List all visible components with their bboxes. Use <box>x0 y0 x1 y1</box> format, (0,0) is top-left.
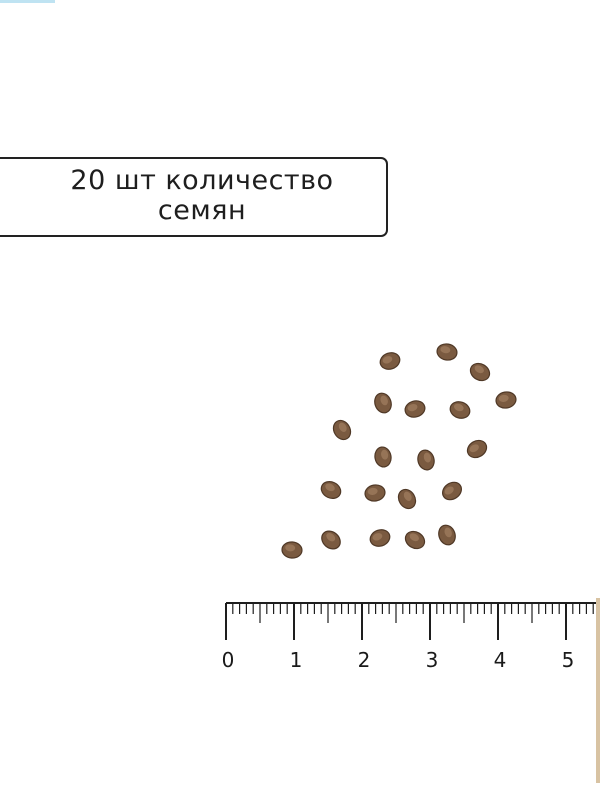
seed <box>374 446 392 468</box>
seed <box>379 352 401 370</box>
seed <box>404 530 426 550</box>
ruler: 0 1 2 3 4 5 <box>222 598 600 783</box>
seed <box>374 392 392 414</box>
ruler-edge <box>596 598 600 783</box>
ruler-label: 3 <box>426 648 439 672</box>
seed <box>364 484 386 502</box>
seed-count-line1: 20 шт количество <box>70 165 334 196</box>
seed <box>397 488 417 510</box>
ruler-label: 2 <box>358 648 371 672</box>
seeds-group <box>281 343 517 559</box>
seed <box>417 449 435 471</box>
seed-count-line2: семян <box>157 195 247 226</box>
seed <box>449 401 471 419</box>
seed <box>281 541 303 559</box>
seed <box>466 439 488 459</box>
seed <box>495 391 517 409</box>
ruler-label: 5 <box>562 648 575 672</box>
seed <box>404 400 426 418</box>
seed <box>436 343 458 361</box>
ruler-label: 1 <box>290 648 303 672</box>
seed <box>320 481 342 499</box>
seed <box>321 530 341 550</box>
top-accent-bar <box>0 0 55 3</box>
seed <box>369 529 391 547</box>
seed-count-label: 20 шт количество семян <box>52 166 352 226</box>
seed <box>469 362 491 382</box>
seed <box>442 481 462 501</box>
ruler-label: 0 <box>222 648 235 672</box>
ruler-label: 4 <box>494 648 507 672</box>
seed <box>438 524 456 546</box>
seed-count-label-box <box>0 157 388 237</box>
seed <box>332 419 352 441</box>
